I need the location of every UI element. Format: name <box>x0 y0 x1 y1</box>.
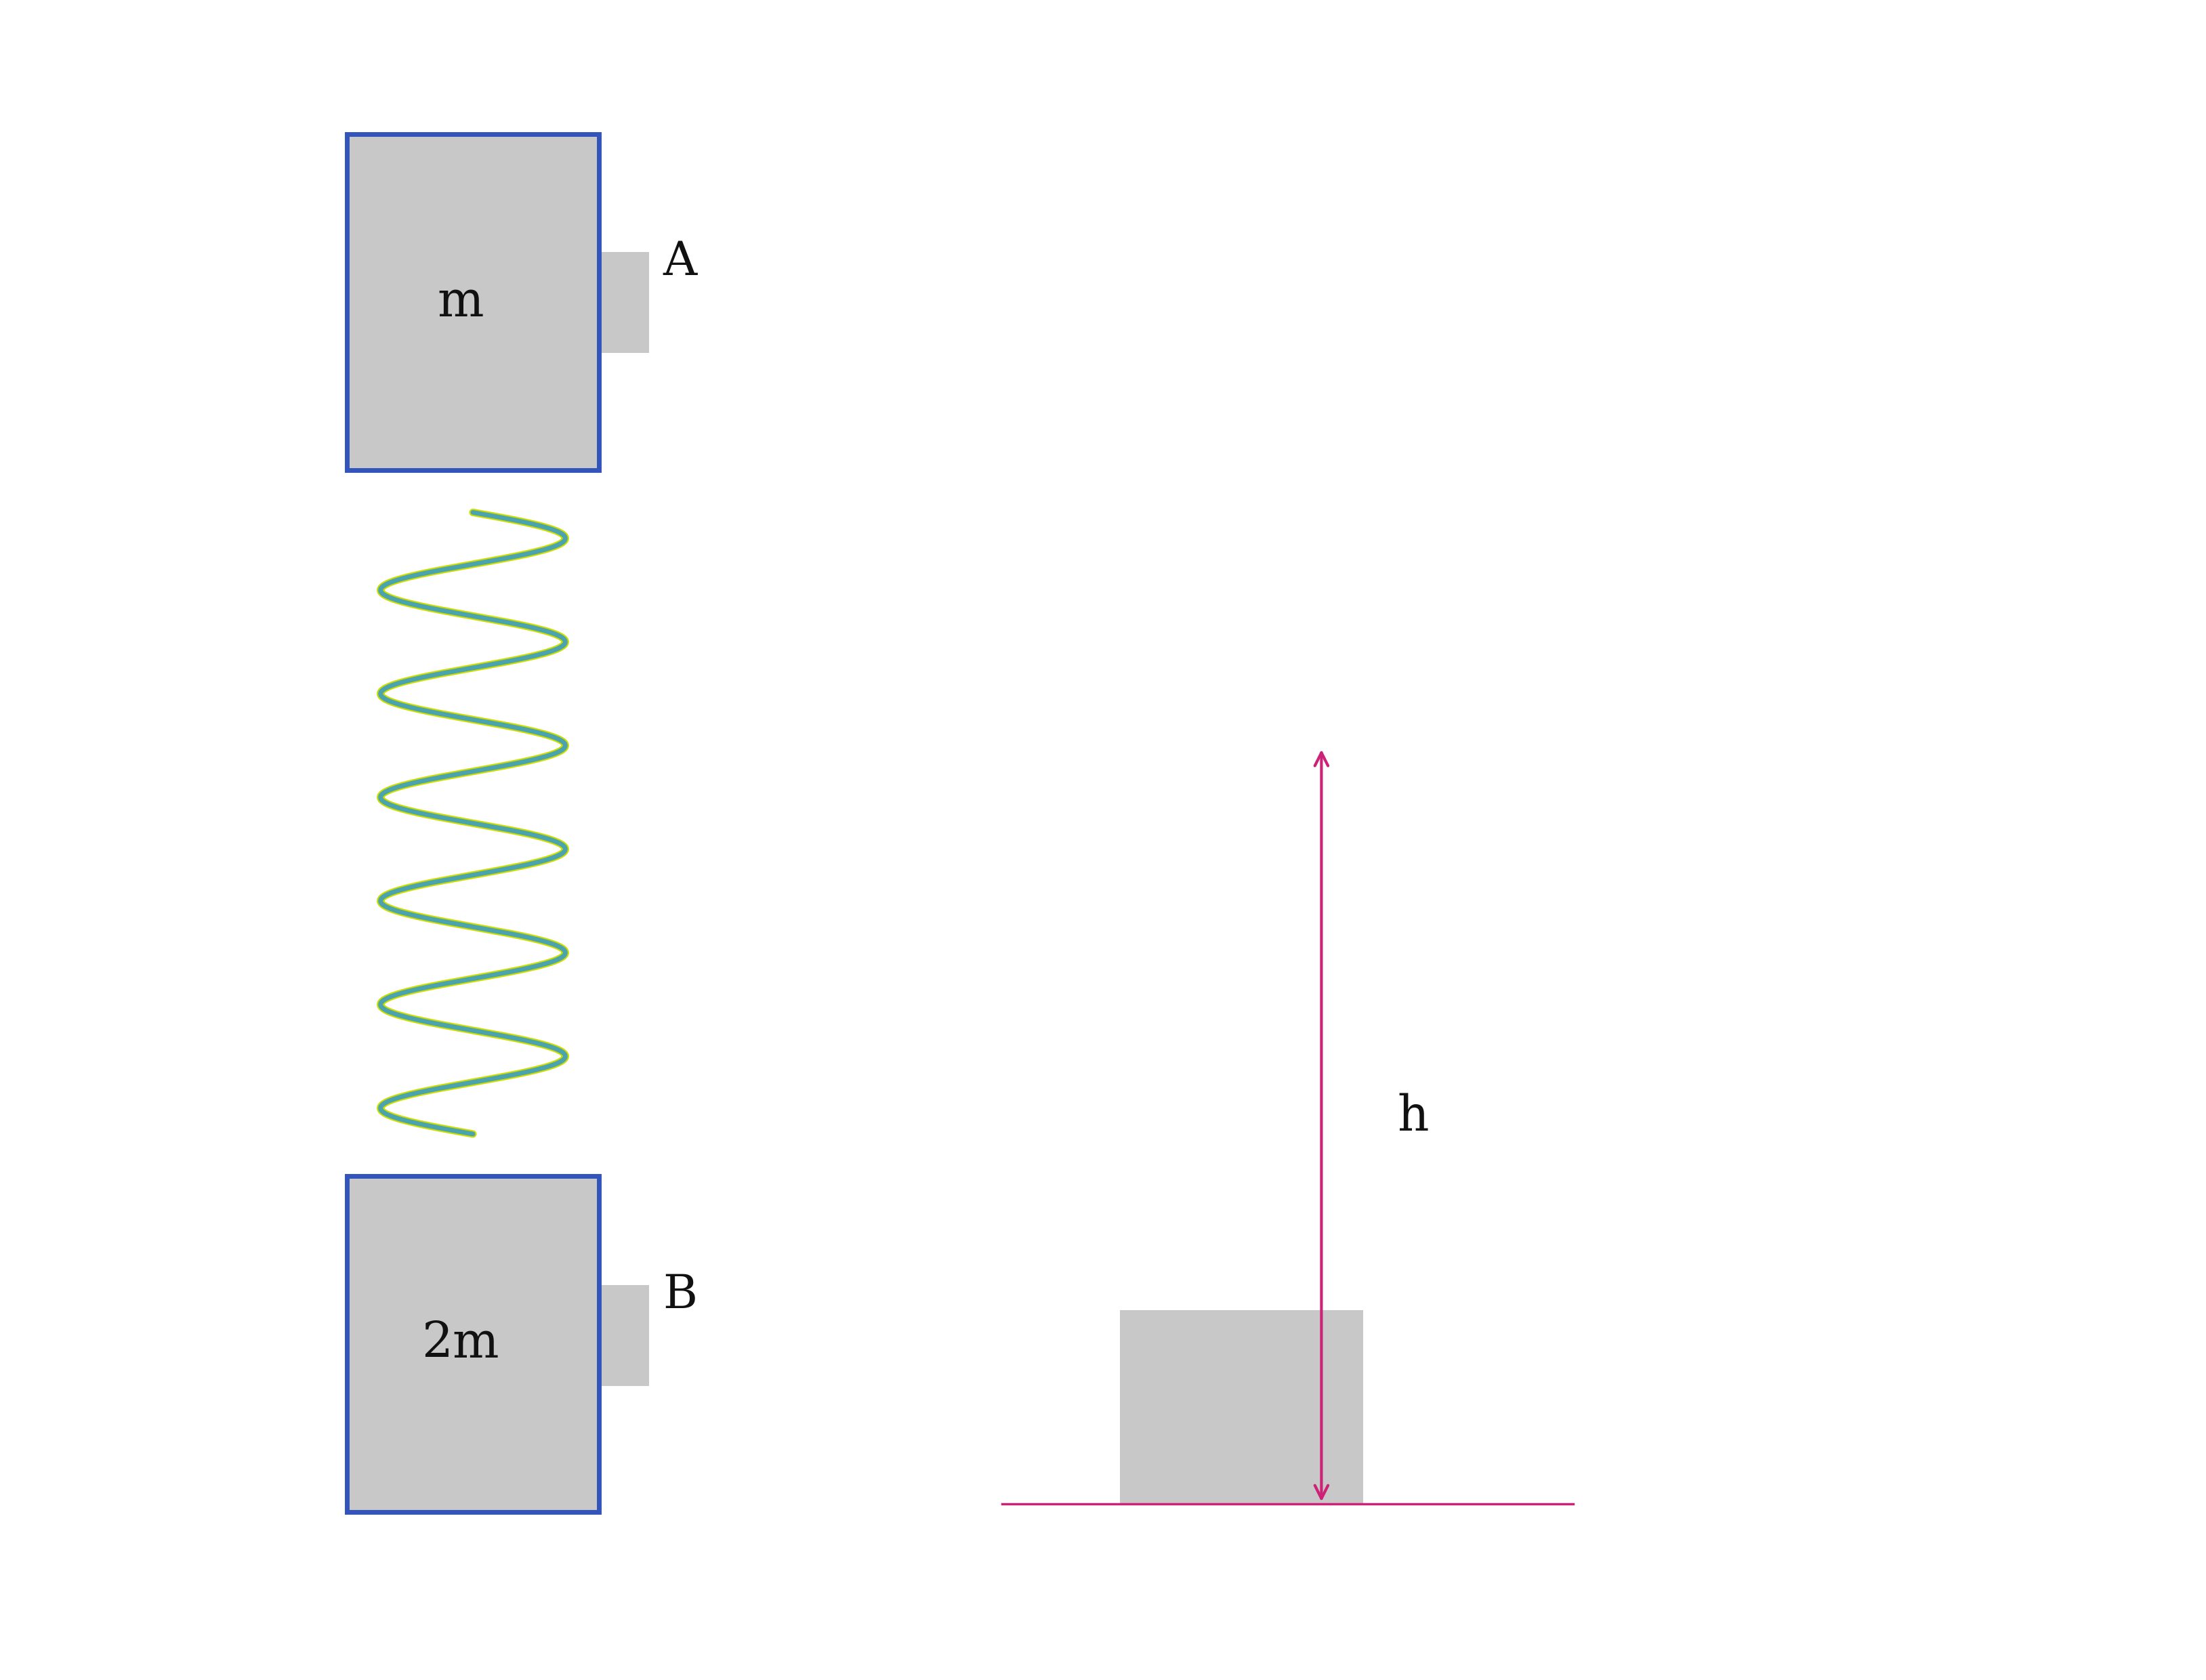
Text: B: B <box>662 1273 697 1317</box>
Bar <box>598 252 649 353</box>
Text: m: m <box>437 279 483 326</box>
Bar <box>1121 1310 1363 1504</box>
Bar <box>346 1176 598 1512</box>
Bar <box>346 134 598 470</box>
Text: A: A <box>662 240 697 284</box>
Text: h: h <box>1396 1094 1429 1141</box>
Text: 2m: 2m <box>421 1320 499 1368</box>
Bar <box>598 1285 649 1386</box>
